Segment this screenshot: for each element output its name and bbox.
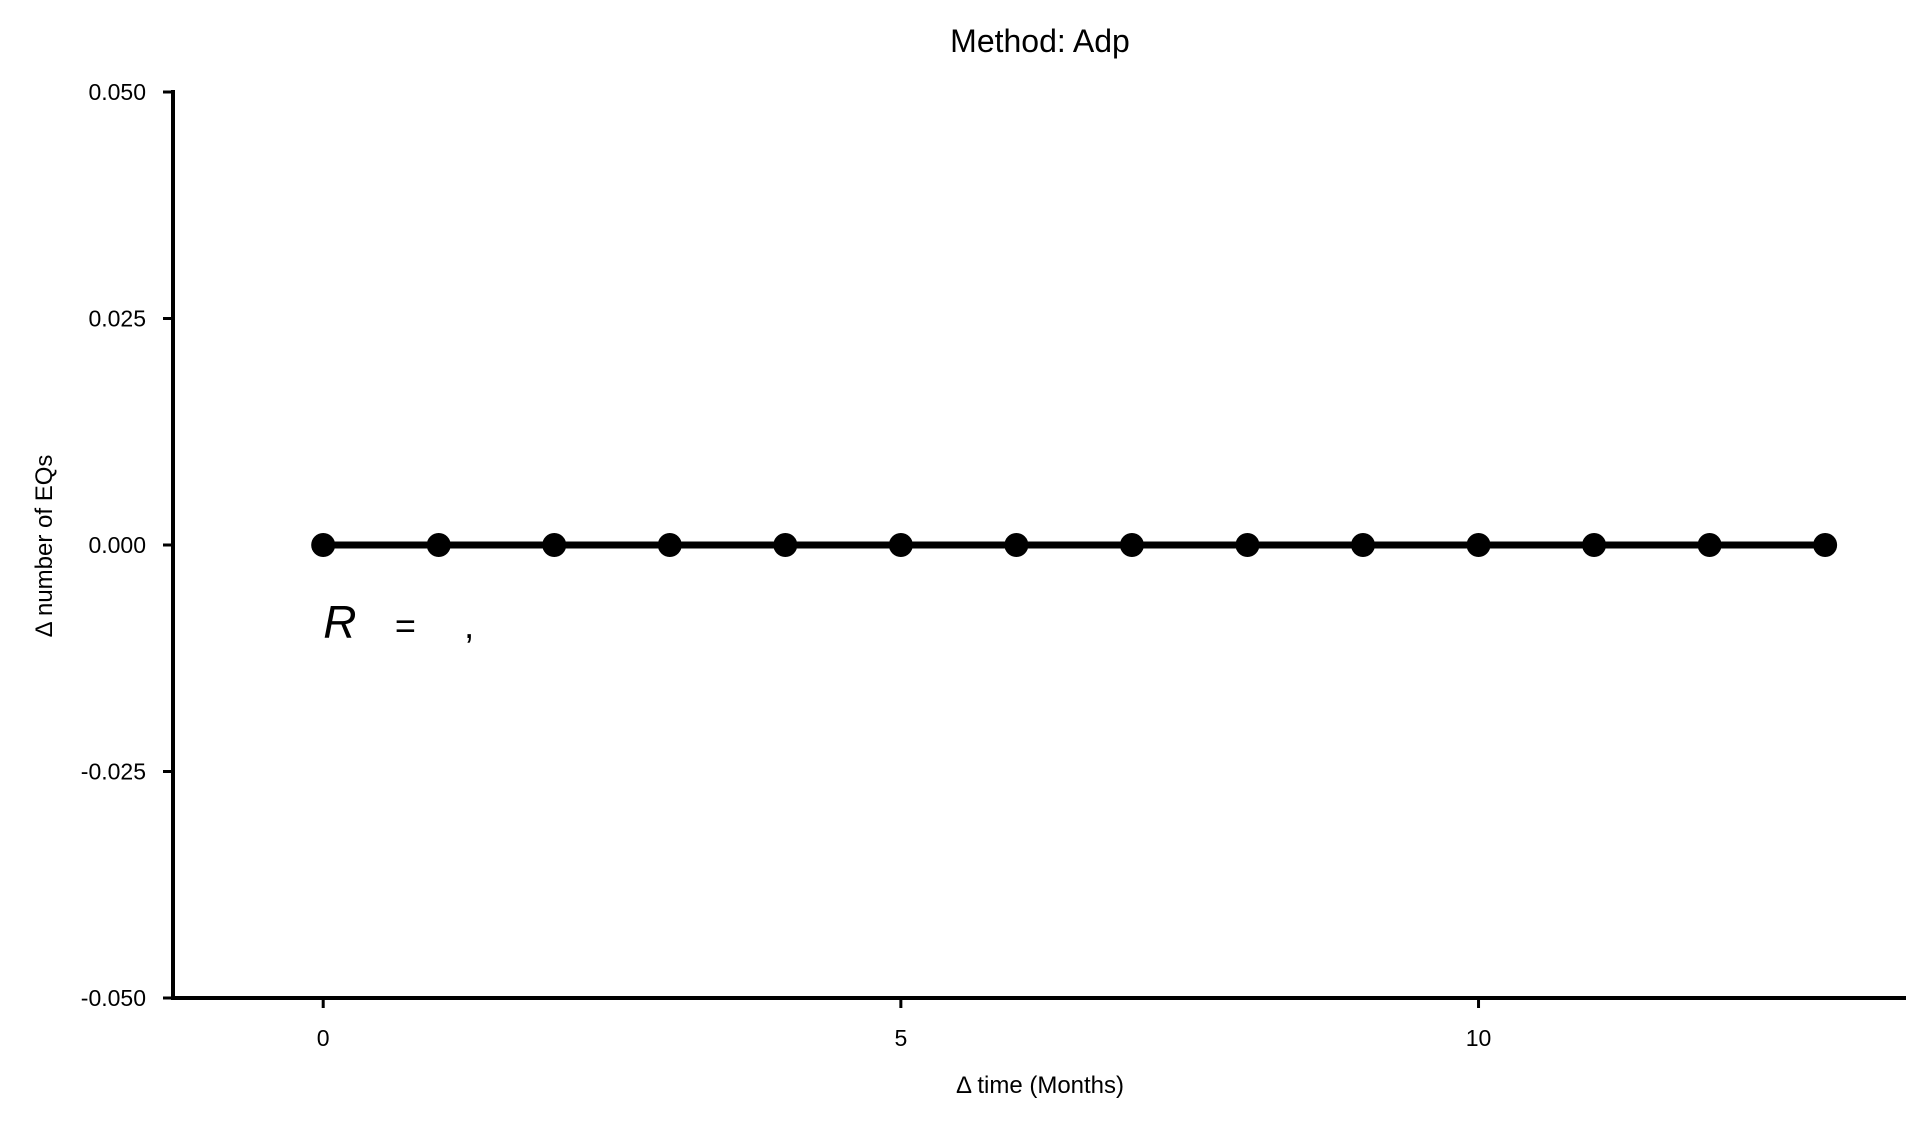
data-point: [1466, 533, 1491, 557]
x-tick-label: 5: [894, 1025, 907, 1051]
annotation-text: =: [395, 605, 416, 646]
data-point: [1119, 533, 1144, 557]
data-point: [1582, 533, 1607, 557]
annotation-text: R: [323, 596, 356, 648]
data-point: [311, 533, 336, 557]
data-point: [1813, 533, 1838, 557]
annotation-text: ,: [464, 605, 474, 646]
y-axis-ticks: -0.050 -0.025 0.000 0.025 0.050: [81, 79, 173, 1011]
data-point: [1697, 533, 1722, 557]
y-axis-label: Δ number of EQs: [31, 455, 58, 638]
data-point: [1235, 533, 1260, 557]
y-tick-label: -0.025: [81, 759, 146, 785]
x-tick-label: 10: [1466, 1025, 1492, 1051]
data-point: [1004, 533, 1029, 557]
x-axis-label: Δ time (Months): [956, 1072, 1124, 1099]
data-point: [773, 533, 798, 557]
x-tick-label: 0: [317, 1025, 330, 1051]
data-point: [657, 533, 682, 557]
y-tick-label: -0.050: [81, 985, 146, 1011]
data-point: [888, 533, 913, 557]
data-point: [542, 533, 567, 557]
data-point: [1350, 533, 1375, 557]
series-layer: [311, 533, 1838, 557]
data-point: [426, 533, 451, 557]
y-tick-label: 0.025: [88, 306, 146, 332]
y-tick-label: 0.000: [88, 532, 146, 558]
x-axis-ticks: 0 5 10: [317, 998, 1492, 1051]
annotation-layer: R =,: [323, 596, 474, 648]
y-tick-label: 0.050: [88, 79, 146, 105]
chart-title: Method: Adp: [950, 23, 1130, 59]
